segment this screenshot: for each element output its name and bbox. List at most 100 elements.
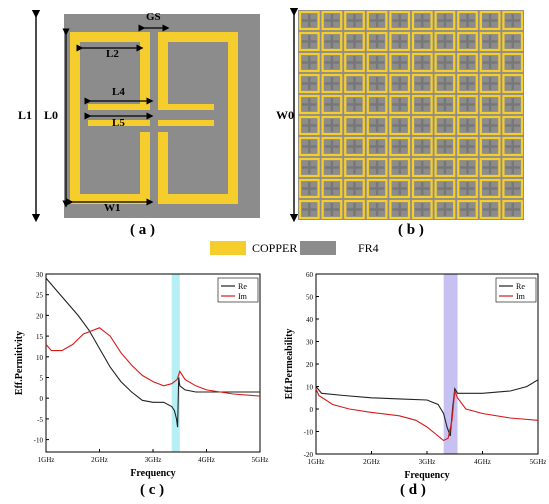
y-tick-label: 10 bbox=[306, 384, 314, 392]
y-tick-label: -20 bbox=[304, 451, 314, 459]
y-tick-label: 50 bbox=[306, 294, 314, 302]
array-unit-cell bbox=[389, 199, 411, 220]
array-unit-cell bbox=[457, 136, 478, 157]
y-tick-label: 40 bbox=[306, 316, 314, 324]
array-unit-cell bbox=[366, 157, 388, 178]
array-unit-cell bbox=[434, 157, 456, 178]
array-unit-cell bbox=[502, 157, 524, 178]
array-unit-cell bbox=[389, 52, 411, 73]
array-unit-cell bbox=[479, 136, 501, 157]
array-unit-cell bbox=[457, 10, 478, 31]
array-unit-cell bbox=[411, 157, 433, 178]
x-tick-label: 5GHz bbox=[530, 458, 546, 466]
array-unit-cell bbox=[298, 136, 320, 157]
array-unit-cell bbox=[479, 52, 501, 73]
x-axis-label: Frequency bbox=[404, 470, 449, 481]
panel-label-b: ( b ) bbox=[398, 222, 424, 238]
array-unit-cell bbox=[502, 73, 524, 94]
array-unit-cell bbox=[479, 31, 501, 52]
array-unit-cell bbox=[389, 178, 411, 199]
array-unit-cell bbox=[298, 115, 320, 136]
x-tick-label: 4GHz bbox=[474, 458, 491, 466]
y-tick-label: 20 bbox=[306, 361, 314, 369]
dim-label-l5: L5 bbox=[112, 117, 125, 129]
array-unit-cell bbox=[434, 31, 456, 52]
legend-entry-im: Im bbox=[238, 292, 248, 301]
legend-entry-im: Im bbox=[516, 292, 526, 301]
array-unit-cell bbox=[366, 73, 388, 94]
legend-box bbox=[495, 277, 537, 303]
array-unit-cell bbox=[389, 73, 411, 94]
array-unit-cell bbox=[389, 115, 411, 136]
x-tick-label: 4GHz bbox=[198, 456, 215, 464]
array-unit-cell bbox=[298, 31, 320, 52]
array-unit-cell bbox=[502, 10, 524, 31]
array-unit-cell bbox=[457, 94, 478, 115]
array-unit-cell bbox=[344, 73, 365, 94]
x-tick-label: 2GHz bbox=[363, 458, 380, 466]
series-line-im bbox=[45, 327, 261, 397]
array-unit-cell bbox=[502, 199, 524, 220]
fr4-swatch bbox=[300, 241, 336, 255]
array-unit-cell bbox=[366, 178, 388, 199]
array-unit-cell bbox=[502, 178, 524, 199]
y-tick-label: -5 bbox=[37, 416, 43, 424]
array-unit-cell bbox=[434, 94, 456, 115]
y-tick-label: 5 bbox=[40, 374, 44, 382]
array-unit-cell bbox=[457, 178, 478, 199]
array-unit-cell bbox=[298, 52, 320, 73]
panel-label-c: ( c ) bbox=[140, 482, 165, 498]
y-tick-label: 25 bbox=[36, 292, 44, 300]
y-tick-label: 10 bbox=[36, 354, 44, 362]
array-unit-cell bbox=[457, 31, 478, 52]
array-unit-cell bbox=[389, 157, 411, 178]
array-unit-cell bbox=[389, 94, 411, 115]
array-unit-cell bbox=[502, 31, 524, 52]
dim-label-w1: W1 bbox=[104, 202, 121, 214]
array-unit-cell bbox=[321, 73, 343, 94]
array-unit-cell bbox=[344, 52, 365, 73]
array-unit-cell bbox=[411, 31, 433, 52]
y-axis-label: Eff.Permeability bbox=[284, 329, 295, 400]
panel-label-a: ( a ) bbox=[130, 222, 155, 238]
array-unit-cell bbox=[321, 199, 343, 220]
array-unit-cell bbox=[298, 178, 320, 199]
array-unit-cell bbox=[479, 199, 501, 220]
copper-swatch bbox=[210, 241, 246, 255]
array-unit-cell bbox=[457, 73, 478, 94]
y-tick-label: 0 bbox=[310, 406, 314, 414]
y-tick-label: 20 bbox=[36, 312, 44, 320]
array-unit-cell bbox=[366, 94, 388, 115]
array-unit-cell bbox=[321, 157, 343, 178]
array-unit-cell bbox=[298, 94, 320, 115]
dim-label-gs: GS bbox=[146, 11, 161, 23]
array-substrate bbox=[298, 10, 524, 220]
array-unit-cell bbox=[434, 178, 456, 199]
dim-label-w0: W0 bbox=[276, 108, 294, 122]
array-unit-cell bbox=[411, 115, 433, 136]
resonance-band bbox=[171, 274, 180, 452]
resonance-band bbox=[443, 274, 458, 454]
series-line-im bbox=[315, 388, 539, 442]
array-unit-cell bbox=[479, 73, 501, 94]
array-unit-cell bbox=[344, 31, 365, 52]
array-unit-cell bbox=[366, 10, 388, 31]
legend-entry-re: Re bbox=[516, 282, 525, 291]
array-unit-cell bbox=[344, 178, 365, 199]
array-unit-cell bbox=[411, 94, 433, 115]
dim-label-l2: L2 bbox=[106, 48, 119, 60]
array-unit-cell bbox=[366, 115, 388, 136]
x-tick-label: 1GHz bbox=[308, 458, 325, 466]
array-unit-cell bbox=[479, 157, 501, 178]
panel-label-d: ( d ) bbox=[400, 482, 426, 498]
array-unit-cell bbox=[366, 199, 388, 220]
array-unit-cell bbox=[434, 52, 456, 73]
right-split-ring bbox=[158, 32, 238, 204]
array-unit-cell bbox=[321, 52, 343, 73]
array-unit-cell bbox=[321, 115, 343, 136]
array-unit-cell bbox=[344, 10, 365, 31]
x-tick-label: 3GHz bbox=[145, 456, 162, 464]
x-tick-label: 2GHz bbox=[91, 456, 108, 464]
array-unit-cell bbox=[298, 10, 320, 31]
array-unit-cell bbox=[411, 178, 433, 199]
